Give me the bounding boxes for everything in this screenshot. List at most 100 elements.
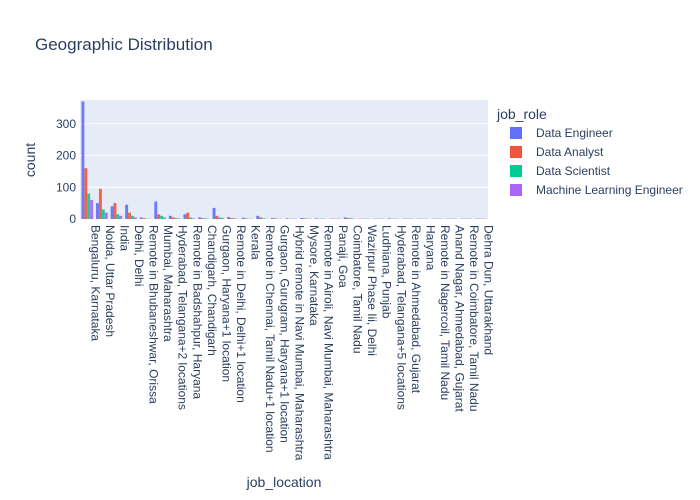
bar [139,217,143,219]
bar [215,215,219,219]
bar [230,218,233,219]
legend-label: Machine Learning Engineer [536,183,683,197]
legend-label: Data Analyst [536,145,604,159]
legend-label: Data Scientist [536,164,611,178]
bar [203,218,207,219]
x-tick-label: Chandigarh, Chandigarh [205,225,219,356]
bar [90,199,94,219]
x-tick-label: Gurgaon, Gurugram, Haryana+1 location [278,225,292,443]
bar [177,218,181,219]
bar [116,214,120,219]
x-tick-label: Ludhiana, Punjab [380,225,394,319]
bar [273,218,277,219]
bar [241,217,245,219]
bar [96,203,99,219]
bar [110,206,114,219]
bar [259,217,263,219]
bar [133,217,137,219]
bar [163,217,166,219]
bar [128,212,131,219]
bar [285,218,289,219]
x-axis-title: job_location [246,474,322,490]
bar [84,168,88,219]
legend-label: Data Engineer [536,126,613,140]
bar [171,217,175,219]
x-tick-label: Remote in Delhi, Delhi+1 location [234,225,248,403]
x-tick-label: Hyderabad, Telangana+5 locations [394,225,408,410]
bar [160,215,164,219]
bar [168,215,172,219]
bar [343,217,347,219]
bar [300,218,303,219]
bar [387,218,391,219]
x-tick-label: Remote in Airoli, Navi Mumbai, Maharasht… [321,225,335,460]
bar [233,218,236,219]
bar [212,207,216,219]
x-tick-label: Delhi, Delhi [132,225,146,286]
y-axis-title: count [22,143,38,177]
x-tick-label: Haryana [423,225,437,271]
y-tick-label: 200 [56,149,76,163]
bar [346,218,350,219]
bar [227,217,231,219]
y-tick-label: 100 [56,180,76,194]
bar [314,218,318,219]
x-tick-label: Kerala [249,225,263,260]
x-tick-label: Remote in Chennai, Tamil Nadu+1 location [263,225,277,453]
bar [183,214,187,219]
x-tick-label: Anand Nagar, Ahmedabad, Gujarat [453,225,467,412]
plot-area [80,100,488,219]
bar [262,218,266,219]
x-tick-label: Wazirpur Phase Iii, Delhi [365,225,379,356]
legend-swatch [510,146,522,158]
bar [157,214,161,219]
x-tick-label: Mysore, Karnataka [307,225,321,326]
bar [302,218,306,219]
bar [192,218,196,219]
legend-swatch [510,184,522,196]
bar [131,215,134,219]
x-tick-label: Dehra Dun, Uttarakhand [482,225,496,355]
x-tick-label: Coimbatore, Tamil Nadu [351,225,365,354]
x-tick-label: Panaji, Goa [336,225,350,288]
y-tick-label: 0 [69,212,76,226]
x-tick-label: India [117,225,131,251]
x-tick-label: Hybrid remote in Navi Mumbai, Maharashtr… [292,225,306,461]
bar [270,218,274,219]
x-tick-label: Remote in Ahmedabad, Gujarat [409,225,423,394]
x-tick-label: Remote in Coimbatore, Tamil Nadu [467,225,481,412]
bar [104,212,108,219]
y-tick-label: 300 [56,117,76,131]
bar [125,204,129,219]
bar [81,101,85,219]
x-tick-label: Bengaluru, Karnataka [88,225,102,341]
legend-swatch [510,127,522,139]
x-tick-label: Mumbai, Maharashtra [161,225,175,342]
chart-title: Geographic Distribution [35,35,213,54]
bar [87,193,91,219]
legend-title: job_role [496,106,547,122]
bar [113,203,117,219]
x-tick-label: Noida, Uttar Pradesh [103,225,117,337]
x-tick-label: Remote in Badshahpur, Haryana [190,225,204,399]
bar [174,218,178,219]
bar [142,218,146,219]
x-tick-label: Remote in Nagercoil, Tamil Nadu [438,225,452,400]
bar [349,218,353,219]
bar [98,188,102,219]
x-tick-label: Hyderabad, Telangana+2 locations [176,225,190,410]
x-tick-label: Gurgaon, Haryana+1 location [219,225,233,382]
bar [189,217,193,219]
legend-swatch [510,165,522,177]
bar [221,218,225,219]
x-tick-label: Remote in Bhubaneshwar, Orissa [147,225,161,404]
bar [119,215,123,219]
bar [186,212,190,219]
bar [154,201,158,219]
bar [244,218,248,219]
bar [218,217,222,219]
bar [101,209,105,219]
bar [256,215,260,219]
bar [198,217,201,219]
